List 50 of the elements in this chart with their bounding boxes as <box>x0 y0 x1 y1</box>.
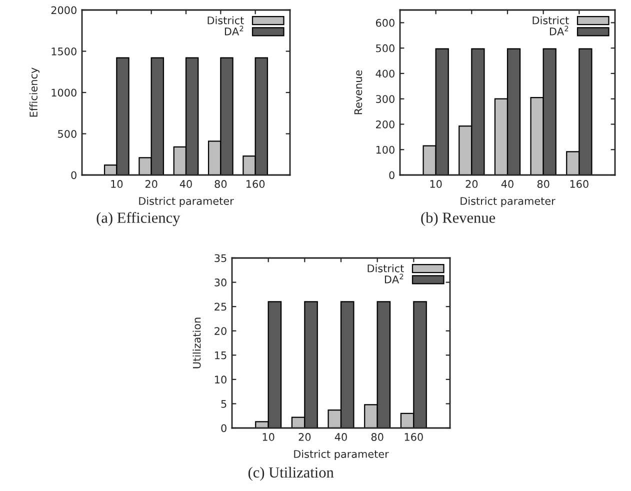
y-tick-label: 1500 <box>52 47 76 56</box>
y-tick-label: 400 <box>376 70 394 78</box>
y-tick-label: 500 <box>376 44 394 52</box>
x-tick-label: 40 <box>334 433 347 441</box>
y-tick-label: 5 <box>221 400 226 408</box>
y-tick-label: 200 <box>376 120 394 128</box>
x-tick-label: 10 <box>111 180 123 188</box>
y-tick-label: 100 <box>376 146 394 154</box>
y-tick-label: 1000 <box>52 88 76 97</box>
y-axis-title: Utilization <box>192 318 201 368</box>
x-tick-label: 160 <box>404 433 423 441</box>
y-tick-label: 0 <box>389 171 394 180</box>
x-tick-label: 10 <box>262 433 274 441</box>
x-axis-title: District parameter <box>294 450 389 460</box>
legend-label: District <box>368 264 404 272</box>
y-tick-label: 0 <box>71 171 76 180</box>
legend-label: DA$^{2}$ <box>384 274 404 284</box>
y-tick-label: 15 <box>215 352 226 360</box>
y-tick-label: 600 <box>376 18 394 27</box>
y-tick-label: 25 <box>214 302 226 311</box>
y-tick-label: 30 <box>214 278 226 286</box>
x-tick-label: 80 <box>537 180 550 188</box>
y-tick-label: 10 <box>215 376 226 384</box>
text: (b) Revenue <box>421 212 496 226</box>
y-tick-label: 20 <box>214 327 226 335</box>
y-tick-label: 35 <box>214 254 226 262</box>
x-tick-label: 80 <box>371 433 384 441</box>
legend-label: District <box>208 16 244 24</box>
x-axis-title: District parameter <box>460 196 556 207</box>
x-tick-label: 160 <box>246 180 265 188</box>
x-tick-label: 160 <box>570 180 588 188</box>
x-tick-label: 80 <box>214 180 227 188</box>
y-axis-title: Revenue <box>354 70 362 114</box>
legend-label: District <box>532 16 569 24</box>
x-tick-label: 20 <box>145 180 158 188</box>
y-tick-label: 0 <box>221 424 226 432</box>
x-tick-label: 40 <box>180 180 192 188</box>
x-tick-label: 10 <box>430 180 442 188</box>
x-axis-title: District parameter <box>139 196 234 207</box>
legend-label: DA$^{2}$ <box>550 26 568 36</box>
x-tick-label: 20 <box>466 180 478 188</box>
text: (c) Utilization <box>248 466 334 481</box>
x-tick-label: 20 <box>298 433 311 441</box>
x-tick-label: 40 <box>501 180 514 188</box>
text: (a) Efficiency <box>96 212 180 226</box>
y-tick-label: 500 <box>58 130 76 138</box>
y-tick-label: 2000 <box>51 6 76 14</box>
legend-label: DA$^{2}$ <box>224 26 244 36</box>
y-axis-title: Efficiency <box>29 68 40 117</box>
y-tick-label: 300 <box>376 95 394 103</box>
